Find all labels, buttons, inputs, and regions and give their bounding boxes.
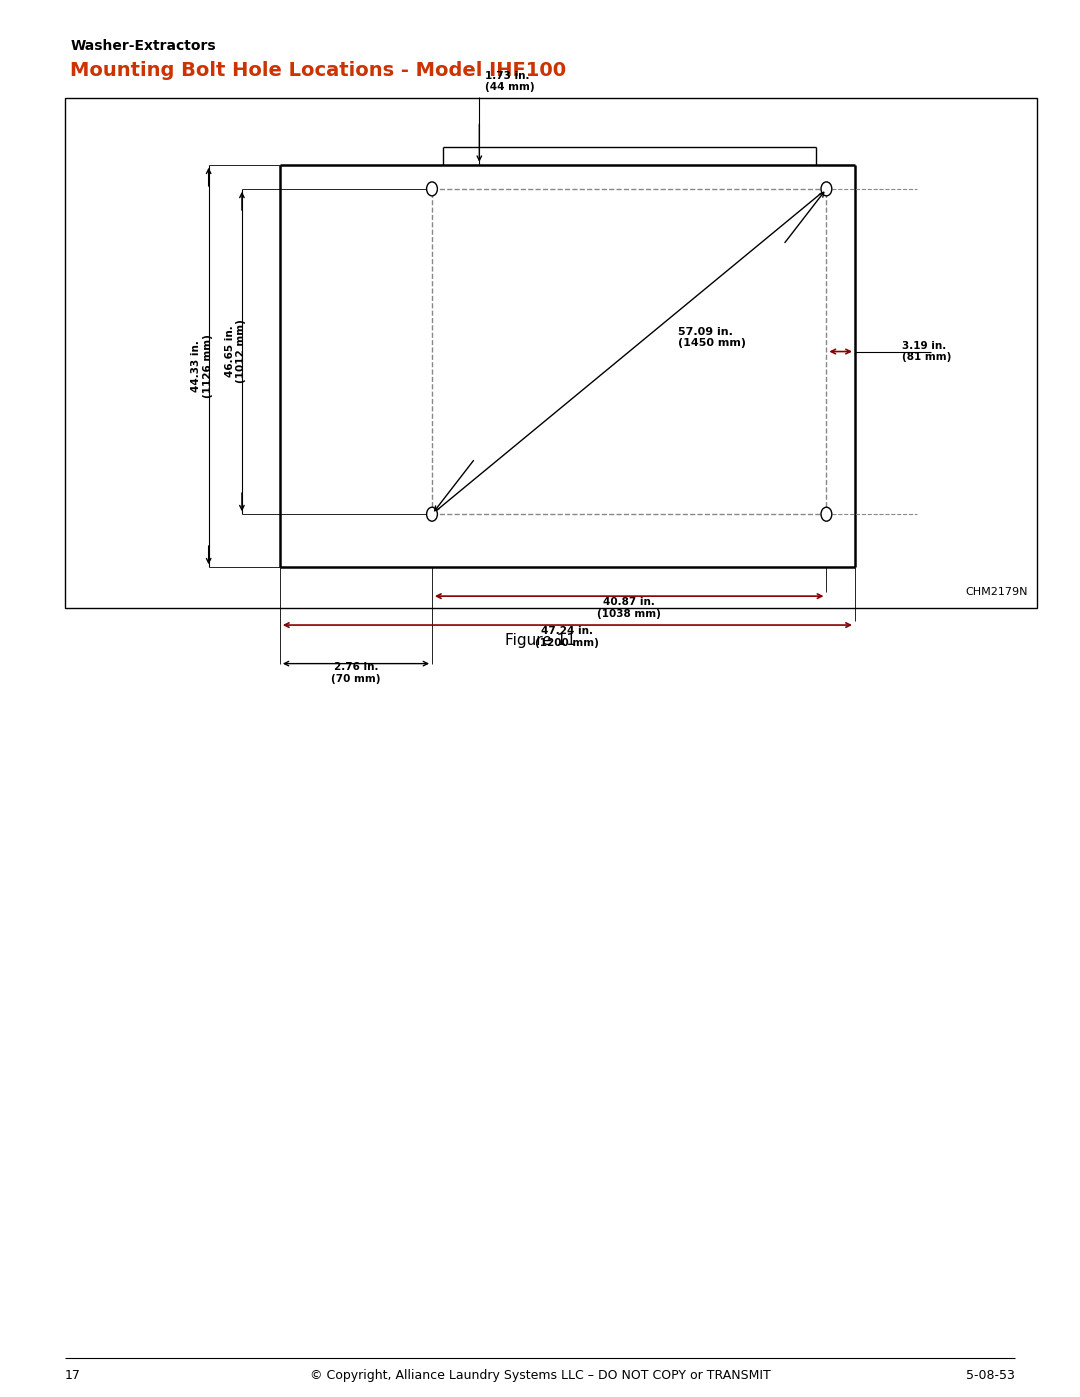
Text: CHM2179N: CHM2179N (966, 587, 1028, 597)
Text: 44.33 in.
(1126 mm): 44.33 in. (1126 mm) (191, 334, 213, 398)
Text: 5-08-53: 5-08-53 (967, 1369, 1015, 1382)
Text: 57.09 in.
(1450 mm): 57.09 in. (1450 mm) (678, 327, 746, 348)
Text: 46.65 in.
(1012 mm): 46.65 in. (1012 mm) (225, 320, 246, 383)
Text: © Copyright, Alliance Laundry Systems LLC – DO NOT COPY or TRANSMIT: © Copyright, Alliance Laundry Systems LL… (310, 1369, 770, 1382)
Bar (65, 98, 1037, 608)
Text: 17: 17 (65, 1369, 81, 1382)
Text: Figure 11: Figure 11 (504, 633, 576, 648)
Text: Mounting Bolt Hole Locations - Model IHF100: Mounting Bolt Hole Locations - Model IHF… (70, 61, 566, 81)
Circle shape (427, 507, 437, 521)
Text: 1.73 in.
(44 mm): 1.73 in. (44 mm) (485, 71, 535, 92)
Text: 3.19 in.
(81 mm): 3.19 in. (81 mm) (903, 341, 951, 362)
Circle shape (821, 507, 832, 521)
Circle shape (821, 182, 832, 196)
Circle shape (427, 182, 437, 196)
Text: Washer-Extractors: Washer-Extractors (70, 39, 216, 53)
Text: 40.87 in.
(1038 mm): 40.87 in. (1038 mm) (597, 598, 661, 619)
Text: 2.76 in.
(70 mm): 2.76 in. (70 mm) (332, 662, 381, 685)
Text: 47.24 in.
(1200 mm): 47.24 in. (1200 mm) (536, 626, 599, 648)
